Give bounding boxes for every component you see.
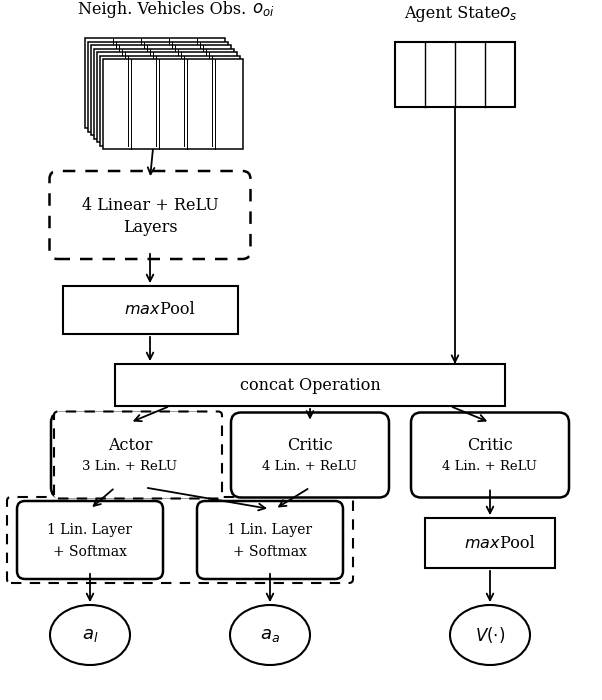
Text: + Softmax: + Softmax: [233, 545, 307, 559]
FancyBboxPatch shape: [54, 412, 222, 498]
Bar: [115, 364, 505, 406]
Text: $o_{oi}$: $o_{oi}$: [252, 1, 275, 18]
Text: $max$: $max$: [464, 535, 500, 552]
Text: Actor: Actor: [108, 437, 152, 454]
Text: 4 Lin. + ReLU: 4 Lin. + ReLU: [262, 459, 358, 473]
FancyBboxPatch shape: [197, 501, 343, 579]
Bar: [97, 52, 237, 142]
Ellipse shape: [50, 605, 130, 665]
Text: Pool: Pool: [155, 302, 195, 318]
Bar: [103, 59, 243, 149]
Text: Critic: Critic: [467, 437, 513, 454]
Text: + Softmax: + Softmax: [53, 545, 127, 559]
Text: 4 Linear + ReLU: 4 Linear + ReLU: [82, 197, 219, 214]
Bar: [100, 55, 240, 146]
Bar: [85, 38, 225, 128]
Bar: [63, 286, 238, 334]
Text: 1 Lin. Layer: 1 Lin. Layer: [48, 523, 132, 537]
Text: $max$: $max$: [123, 302, 161, 318]
Text: $o_s$: $o_s$: [499, 4, 517, 22]
Text: $a_a$: $a_a$: [260, 626, 280, 644]
Bar: [91, 45, 231, 135]
Text: 4 Lin. + ReLU: 4 Lin. + ReLU: [442, 459, 538, 473]
Text: Layers: Layers: [123, 220, 178, 237]
FancyBboxPatch shape: [17, 501, 163, 579]
Ellipse shape: [230, 605, 310, 665]
Text: $V(\cdot)$: $V(\cdot)$: [475, 625, 505, 645]
Text: concat Operation: concat Operation: [240, 377, 380, 393]
Text: Pool: Pool: [495, 535, 535, 552]
Bar: [88, 41, 228, 132]
Text: 3 Lin. + ReLU: 3 Lin. + ReLU: [82, 459, 178, 473]
Text: 1 Lin. Layer: 1 Lin. Layer: [228, 523, 312, 537]
Text: $a_l$: $a_l$: [82, 626, 98, 644]
Text: Agent State: Agent State: [405, 4, 506, 22]
Bar: [94, 48, 234, 139]
FancyBboxPatch shape: [49, 171, 250, 259]
Ellipse shape: [450, 605, 530, 665]
Bar: [395, 42, 515, 107]
FancyBboxPatch shape: [411, 412, 569, 498]
FancyBboxPatch shape: [231, 412, 389, 498]
Text: Critic: Critic: [287, 437, 333, 454]
Text: Neigh. Vehicles Obs.: Neigh. Vehicles Obs.: [78, 1, 252, 18]
FancyBboxPatch shape: [51, 412, 209, 498]
Bar: [425, 518, 555, 568]
